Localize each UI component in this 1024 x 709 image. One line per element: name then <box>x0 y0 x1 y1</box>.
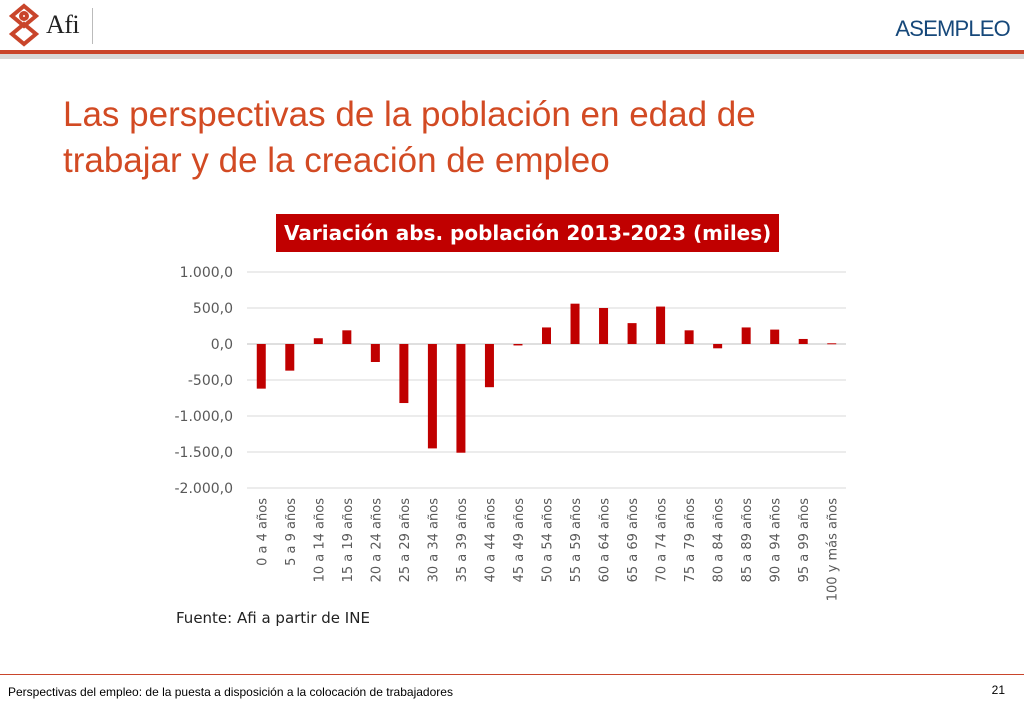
bar <box>542 327 551 344</box>
y-tick-label: -1.000,0 <box>175 409 234 425</box>
x-tick-label: 15 a 19 años <box>341 498 356 583</box>
bar <box>798 338 808 344</box>
x-tick-label: 85 a 89 años <box>740 498 755 583</box>
bar <box>427 344 437 449</box>
header-rule-accent <box>0 50 1024 54</box>
bar <box>684 330 694 344</box>
x-tick-label: 30 a 34 años <box>426 498 441 583</box>
footer-rule <box>0 674 1024 675</box>
y-tick-label: 0,0 <box>211 337 233 353</box>
x-tick-label: 10 a 14 años <box>312 498 327 583</box>
afi-logo-text: Afi <box>46 10 80 39</box>
y-tick-label: -500,0 <box>188 373 233 389</box>
bar <box>570 303 580 344</box>
x-tick-label: 90 a 94 años <box>769 498 784 583</box>
y-tick-label: -1.500,0 <box>175 445 234 461</box>
bar <box>256 344 266 389</box>
x-tick-label: 50 a 54 años <box>541 498 556 583</box>
chart-source: Fuente: Afi a partir de INE <box>176 609 370 627</box>
header: Afi ASEMPLEO <box>0 0 1024 60</box>
slide-title: Las perspectivas de la población en edad… <box>63 92 943 184</box>
x-tick-label: 5 a 9 años <box>284 498 299 566</box>
bar <box>484 344 494 388</box>
bar <box>313 338 323 344</box>
x-tick-label: 70 a 74 años <box>655 498 670 583</box>
afi-logo[interactable]: Afi <box>4 2 100 47</box>
logo-separator <box>92 8 93 44</box>
bar <box>599 308 609 344</box>
y-tick-label: 500,0 <box>193 301 233 317</box>
x-tick-label: 0 a 4 años <box>255 498 270 566</box>
chart-title: Variación abs. población 2013-2023 (mile… <box>276 214 780 252</box>
header-rule-gray <box>0 54 1024 59</box>
x-tick-label: 95 a 99 años <box>797 498 812 583</box>
x-tick-label: 60 a 64 años <box>598 498 613 583</box>
asempleo-logo[interactable]: ASEMPLEO <box>895 16 1010 41</box>
bar <box>399 344 409 404</box>
x-tick-label: 55 a 59 años <box>569 498 584 583</box>
y-tick-label: -2.000,0 <box>175 481 234 497</box>
bar <box>741 327 751 344</box>
x-tick-label: 80 a 84 años <box>712 498 727 583</box>
page-number: 21 <box>991 683 1005 697</box>
footer-text: Perspectivas del empleo: de la puesta a … <box>8 685 453 699</box>
x-tick-label: 25 a 29 años <box>398 498 413 583</box>
bar <box>285 344 295 371</box>
x-tick-label: 20 a 24 años <box>369 498 384 583</box>
y-tick-label: 1.000,0 <box>180 265 233 281</box>
bar <box>456 344 466 453</box>
afi-knot-logo-icon <box>8 3 40 47</box>
bar <box>342 330 352 344</box>
x-tick-label: 65 a 69 años <box>626 498 641 583</box>
x-tick-label: 35 a 39 años <box>455 498 470 583</box>
x-tick-label: 45 a 49 años <box>512 498 527 583</box>
x-tick-label: 40 a 44 años <box>483 498 498 583</box>
bar <box>713 344 723 349</box>
bar <box>827 343 837 345</box>
slide-title-line-1: Las perspectivas de la población en edad… <box>63 95 756 134</box>
slide-title-line-2: trabajar y de la creación de empleo <box>63 141 610 180</box>
bar <box>370 344 380 362</box>
bar <box>627 323 637 344</box>
bar <box>513 344 523 346</box>
bar <box>656 306 666 344</box>
x-tick-label: 75 a 79 años <box>683 498 698 583</box>
bar <box>770 329 780 344</box>
x-tick-label: 100 y más años <box>826 498 841 601</box>
